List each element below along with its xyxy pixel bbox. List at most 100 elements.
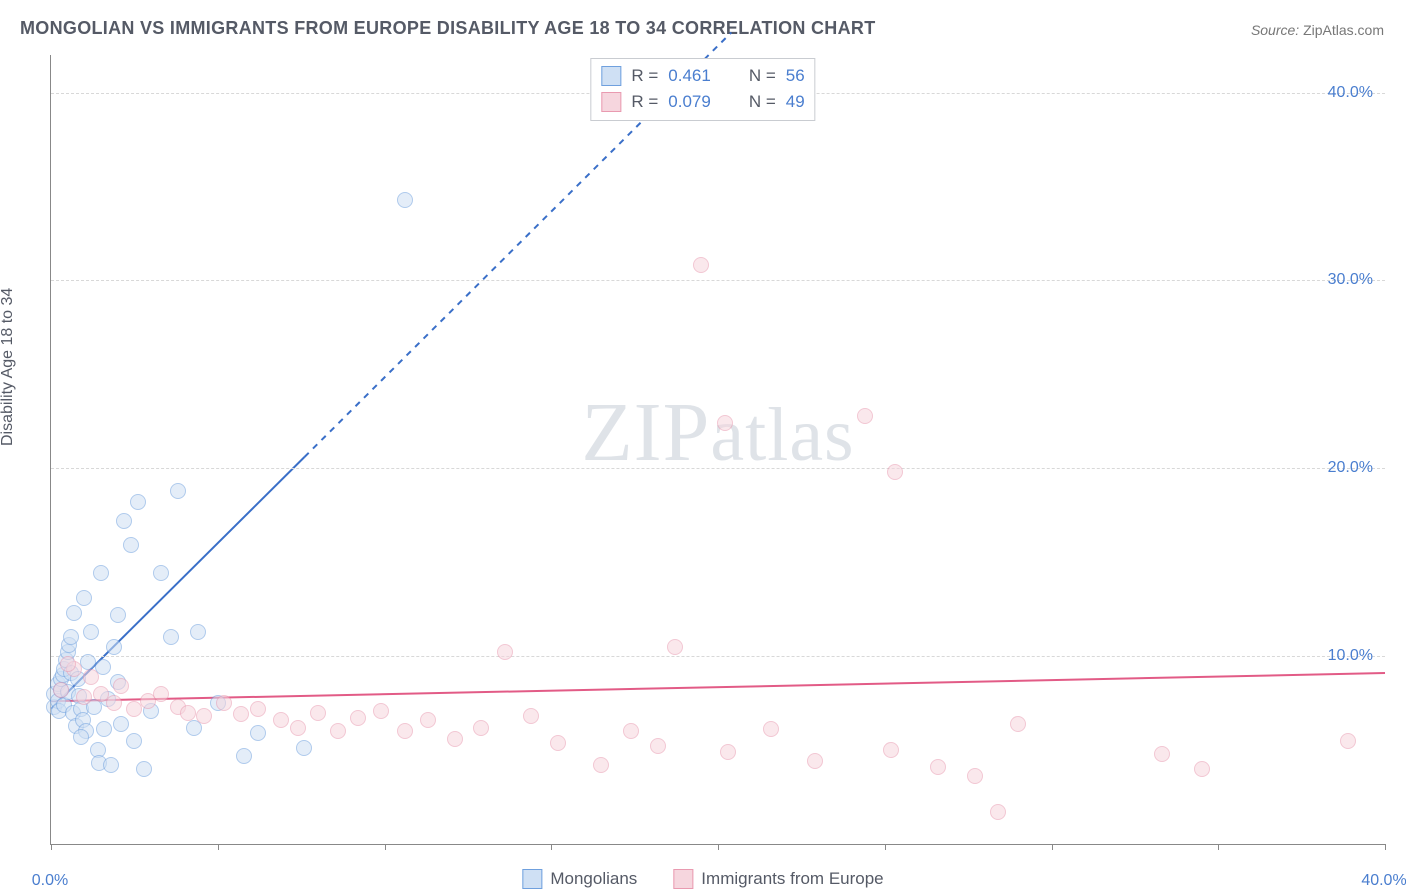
x-tick <box>551 844 552 850</box>
x-tick <box>51 844 52 850</box>
legend-swatch-1 <box>673 869 693 889</box>
data-point-series-1 <box>623 723 639 739</box>
data-point-series-0 <box>113 716 129 732</box>
x-tick <box>218 844 219 850</box>
data-point-series-1 <box>330 723 346 739</box>
data-point-series-1 <box>180 705 196 721</box>
data-point-series-0 <box>76 590 92 606</box>
data-point-series-1 <box>497 644 513 660</box>
data-point-series-0 <box>136 761 152 777</box>
data-point-series-0 <box>397 192 413 208</box>
data-point-series-1 <box>290 720 306 736</box>
data-point-series-1 <box>667 639 683 655</box>
data-point-series-0 <box>96 721 112 737</box>
x-tick <box>385 844 386 850</box>
data-point-series-0 <box>93 565 109 581</box>
y-tick-label: 30.0% <box>1328 271 1373 289</box>
watermark-part1: ZIP <box>581 386 710 479</box>
data-point-series-1 <box>310 705 326 721</box>
legend-swatch-1 <box>601 92 621 112</box>
data-point-series-1 <box>420 712 436 728</box>
data-point-series-1 <box>76 689 92 705</box>
source-value: ZipAtlas.com <box>1303 22 1384 38</box>
data-point-series-0 <box>190 624 206 640</box>
data-point-series-0 <box>116 513 132 529</box>
data-point-series-1 <box>350 710 366 726</box>
source-credit: Source: ZipAtlas.com <box>1251 22 1384 38</box>
data-point-series-1 <box>967 768 983 784</box>
data-point-series-1 <box>650 738 666 754</box>
trend-line <box>51 673 1385 701</box>
data-point-series-1 <box>60 656 76 672</box>
legend-r-value-0: 0.461 <box>668 63 711 89</box>
data-point-series-0 <box>236 748 252 764</box>
data-point-series-1 <box>693 257 709 273</box>
legend-n-label: N = <box>749 63 776 89</box>
legend-n-value-1: 49 <box>786 89 805 115</box>
data-point-series-0 <box>130 494 146 510</box>
data-point-series-1 <box>720 744 736 760</box>
legend-stats-row-1: R = 0.079 N = 49 <box>601 89 804 115</box>
x-tick-label: 40.0% <box>1361 872 1406 890</box>
grid-line <box>51 656 1385 657</box>
data-point-series-1 <box>106 695 122 711</box>
data-point-series-1 <box>83 669 99 685</box>
data-point-series-0 <box>110 607 126 623</box>
legend-stats: R = 0.461 N = 56 R = 0.079 N = 49 <box>590 58 815 121</box>
data-point-series-1 <box>990 804 1006 820</box>
data-point-series-0 <box>296 740 312 756</box>
data-point-series-1 <box>857 408 873 424</box>
data-point-series-0 <box>83 624 99 640</box>
data-point-series-1 <box>523 708 539 724</box>
data-point-series-1 <box>397 723 413 739</box>
legend-n-value-0: 56 <box>786 63 805 89</box>
data-point-series-1 <box>233 706 249 722</box>
y-axis-label: Disability Age 18 to 34 <box>0 288 17 446</box>
legend-r-label: R = <box>631 89 658 115</box>
data-point-series-1 <box>1154 746 1170 762</box>
watermark-part2: atlas <box>710 393 854 477</box>
legend-series: Mongolians Immigrants from Europe <box>522 869 883 889</box>
data-point-series-1 <box>113 678 129 694</box>
x-tick <box>1218 844 1219 850</box>
data-point-series-1 <box>1010 716 1026 732</box>
legend-r-label: R = <box>631 63 658 89</box>
data-point-series-1 <box>593 757 609 773</box>
grid-line <box>51 468 1385 469</box>
data-point-series-1 <box>717 415 733 431</box>
x-tick <box>718 844 719 850</box>
data-point-series-1 <box>763 721 779 737</box>
legend-series-item-0: Mongolians <box>522 869 637 889</box>
plot-area: ZIPatlas 10.0%20.0%30.0%40.0% <box>50 55 1385 845</box>
legend-n-label: N = <box>749 89 776 115</box>
data-point-series-1 <box>1194 761 1210 777</box>
data-point-series-0 <box>163 629 179 645</box>
data-point-series-1 <box>883 742 899 758</box>
y-tick-label: 20.0% <box>1328 459 1373 477</box>
y-tick-label: 40.0% <box>1328 84 1373 102</box>
x-tick <box>1385 844 1386 850</box>
data-point-series-1 <box>1340 733 1356 749</box>
x-tick <box>885 844 886 850</box>
data-point-series-0 <box>153 565 169 581</box>
data-point-series-1 <box>887 464 903 480</box>
legend-series-item-1: Immigrants from Europe <box>673 869 883 889</box>
x-tick-label: 0.0% <box>32 872 68 890</box>
legend-stats-row-0: R = 0.461 N = 56 <box>601 63 804 89</box>
data-point-series-1 <box>216 695 232 711</box>
data-point-series-1 <box>373 703 389 719</box>
data-point-series-0 <box>126 733 142 749</box>
data-point-series-1 <box>250 701 266 717</box>
legend-swatch-0 <box>601 66 621 86</box>
legend-series-label-1: Immigrants from Europe <box>701 869 883 889</box>
watermark: ZIPatlas <box>581 384 854 481</box>
x-tick <box>1052 844 1053 850</box>
data-point-series-0 <box>123 537 139 553</box>
source-label: Source: <box>1251 22 1299 38</box>
data-point-series-1 <box>53 682 69 698</box>
data-point-series-0 <box>103 757 119 773</box>
data-point-series-1 <box>153 686 169 702</box>
data-point-series-1 <box>930 759 946 775</box>
legend-series-label-0: Mongolians <box>550 869 637 889</box>
data-point-series-0 <box>73 729 89 745</box>
